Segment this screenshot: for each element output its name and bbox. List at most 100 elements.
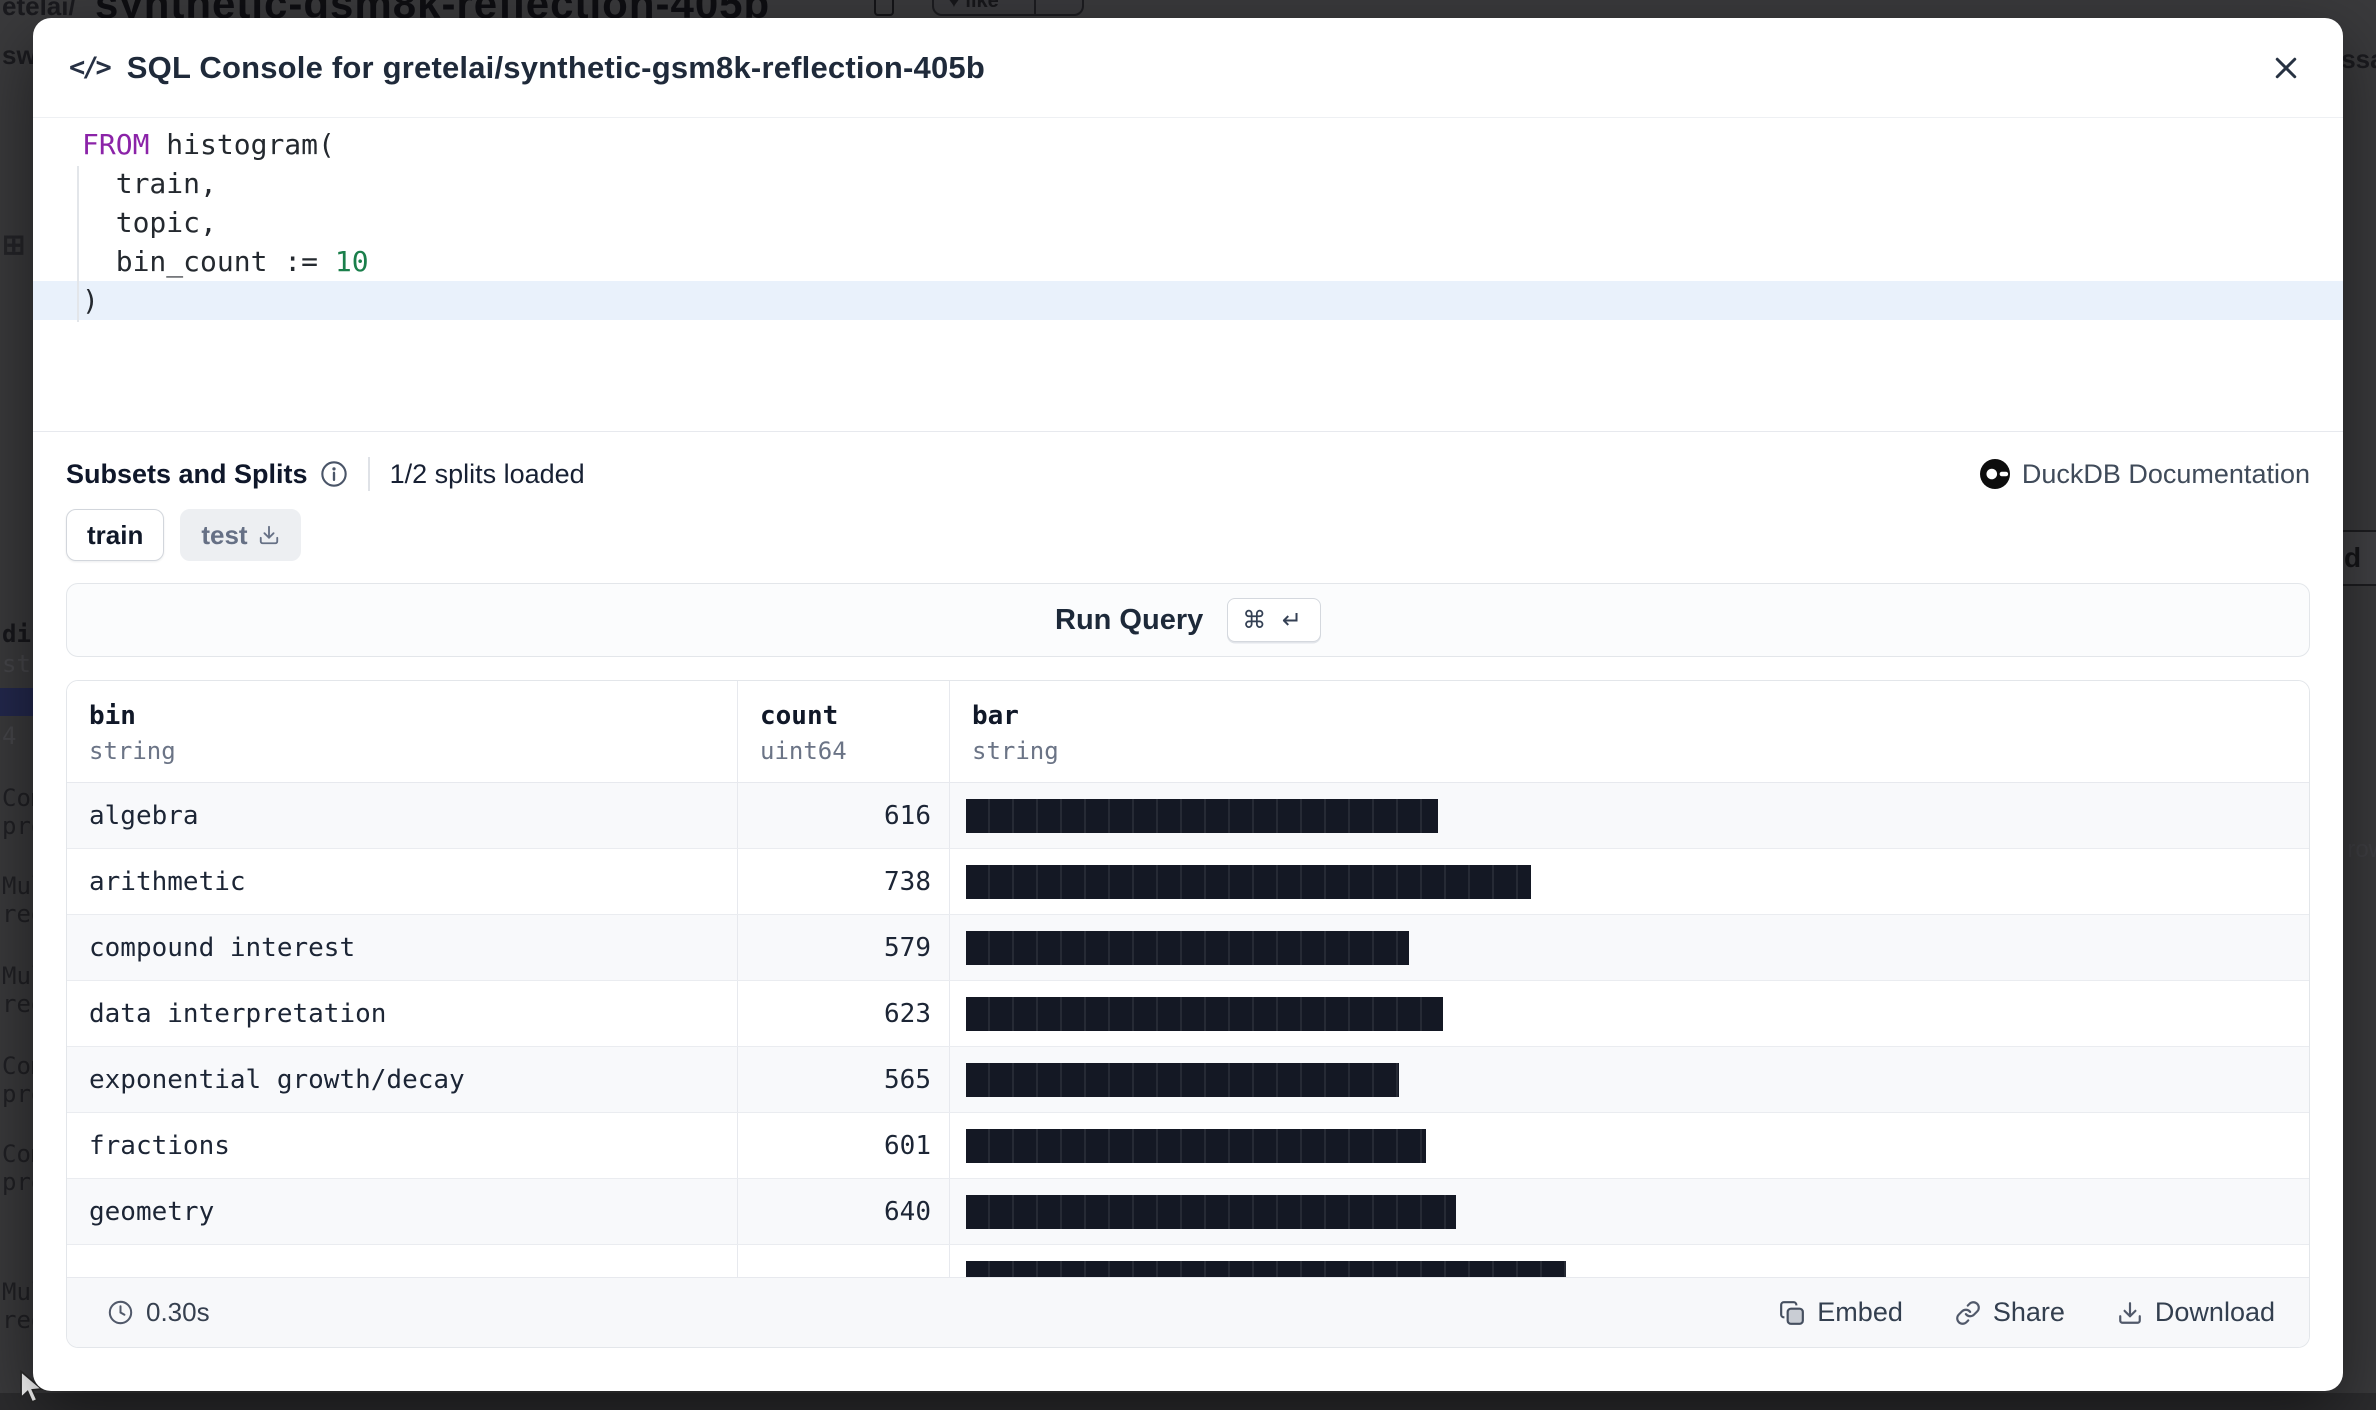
column-name: bar xyxy=(972,701,1019,731)
cell-count: 738 xyxy=(737,849,949,914)
table-row-partial xyxy=(67,1245,2309,1277)
split-train-button[interactable]: train xyxy=(66,509,165,561)
subsets-section: Subsets and Splits 1/2 splits loaded Duc… xyxy=(66,449,2310,499)
splits-row: train test xyxy=(66,509,2310,561)
code-line: train, xyxy=(33,164,2343,203)
like-button-fragment: ♥ like xyxy=(932,0,1084,16)
sql-console-modal: </> SQL Console for gretelai/synthetic-g… xyxy=(33,18,2343,1391)
table-row: compound interest 579 xyxy=(67,915,2309,981)
cell-bin: exponential growth/decay xyxy=(89,1064,465,1095)
cell-count: 565 xyxy=(737,1047,949,1112)
query-results-panel: bin string count uint64 bar string algebra 616… xyxy=(66,680,2310,1348)
splits-loaded-status: 1/2 splits loaded xyxy=(389,458,585,489)
column-header-count: count uint64 xyxy=(737,681,949,782)
cell-bar xyxy=(949,1245,2309,1277)
token-plain: ) xyxy=(82,284,99,317)
cell-count: 601 xyxy=(737,1113,949,1178)
cell-bin: geometry xyxy=(89,1196,215,1227)
embed-button[interactable]: Embed xyxy=(1779,1297,1903,1328)
embed-icon xyxy=(1779,1300,1805,1326)
histogram-bar xyxy=(966,1062,1399,1097)
token-number: 10 xyxy=(334,245,369,278)
modal-title: SQL Console for gretelai/synthetic-gsm8k… xyxy=(126,49,985,85)
duckdb-documentation-link[interactable]: DuckDB Documentation xyxy=(1979,459,2310,490)
code-line: FROM histogram( xyxy=(33,125,2343,164)
split-label: test xyxy=(201,519,248,550)
download-icon xyxy=(258,524,280,546)
table-header: bin string count uint64 bar string xyxy=(67,681,2309,783)
download-button[interactable]: Download xyxy=(2117,1297,2275,1328)
cell-count: 623 xyxy=(737,981,949,1046)
subsets-heading: Subsets and Splits xyxy=(66,458,308,489)
code-slash-icon: </> xyxy=(69,52,112,83)
column-type: string xyxy=(89,737,176,765)
footer-actions: Embed Share Download xyxy=(1779,1297,2275,1328)
info-icon xyxy=(320,461,347,487)
cell-bar xyxy=(949,783,2309,848)
histogram-bar xyxy=(966,996,1443,1031)
column-name: bin xyxy=(89,701,136,731)
cell-bar xyxy=(949,981,2309,1046)
histogram-bar xyxy=(966,864,1531,899)
table-body[interactable]: algebra 616 arithmetic 738 compound interest… xyxy=(67,783,2309,1277)
cell-bar xyxy=(949,849,2309,914)
token-plain: train, xyxy=(82,167,217,200)
backdrop-bottom-strip xyxy=(0,1393,2376,1410)
table-row: fractions 601 xyxy=(67,1113,2309,1179)
cell-count: 640 xyxy=(737,1179,949,1244)
cell-bin: algebra xyxy=(89,800,199,831)
duckdb-logo-icon xyxy=(1979,459,2010,489)
info-button[interactable] xyxy=(320,460,348,488)
histogram-bar xyxy=(966,1194,1456,1229)
results-footer: 0.30s Embed Share Download xyxy=(67,1277,2309,1347)
share-icon xyxy=(1955,1300,1981,1326)
column-header-bin: bin string xyxy=(67,681,737,782)
cell-bar xyxy=(949,1047,2309,1112)
clock-icon xyxy=(108,1300,133,1325)
vertical-divider xyxy=(367,457,370,491)
histogram-bar xyxy=(966,1260,1566,1277)
run-query-button[interactable]: Run Query ⌘ ↵ xyxy=(66,583,2310,657)
backdrop-fragment: sw xyxy=(2,40,37,70)
split-test-button[interactable]: test xyxy=(180,509,301,561)
share-button[interactable]: Share xyxy=(1955,1297,2065,1328)
column-type: uint64 xyxy=(760,737,847,765)
cell-bin: arithmetic xyxy=(89,866,246,897)
cell-bin xyxy=(67,1245,737,1277)
token-plain: histogram( xyxy=(149,128,335,161)
table-row: data interpretation 623 xyxy=(67,981,2309,1047)
code-line: topic, xyxy=(33,203,2343,242)
histogram-bar xyxy=(966,930,1409,965)
code-line: bin_count := 10 xyxy=(33,242,2343,281)
column-name: count xyxy=(760,701,839,731)
token-plain: bin_count := xyxy=(82,245,335,278)
action-label: Download xyxy=(2154,1297,2275,1327)
close-button[interactable] xyxy=(2265,47,2307,89)
table-row: arithmetic 738 xyxy=(67,849,2309,915)
token-plain: topic, xyxy=(82,206,217,239)
download-icon xyxy=(2117,1300,2143,1326)
cell-bin: fractions xyxy=(89,1130,230,1161)
run-query-label: Run Query xyxy=(1055,603,1204,636)
cell-bar xyxy=(949,915,2309,980)
table-row: geometry 640 xyxy=(67,1179,2309,1245)
indent-guide xyxy=(77,166,79,322)
keyboard-shortcut-badge: ⌘ ↵ xyxy=(1227,598,1321,642)
table-row: algebra 616 xyxy=(67,783,2309,849)
backdrop-repo-prefix: etelai/ xyxy=(2,0,76,21)
cell-count: 579 xyxy=(737,915,949,980)
table-row: exponential growth/decay 565 xyxy=(67,1047,2309,1113)
query-duration: 0.30s xyxy=(107,1297,210,1328)
column-type: string xyxy=(972,737,1059,765)
action-label: Embed xyxy=(1817,1297,1903,1327)
histogram-bar xyxy=(966,798,1438,833)
close-icon xyxy=(2275,57,2297,78)
cell-count xyxy=(737,1245,949,1277)
split-label: train xyxy=(87,519,144,550)
action-label: Share xyxy=(1992,1297,2065,1327)
histogram-bar xyxy=(966,1128,1426,1163)
code-line-active: ) xyxy=(33,281,2343,320)
cell-bin: compound interest xyxy=(89,932,356,963)
copy-icon xyxy=(874,0,894,16)
sql-editor[interactable]: FROM histogram( train, topic, bin_count … xyxy=(33,118,2343,432)
